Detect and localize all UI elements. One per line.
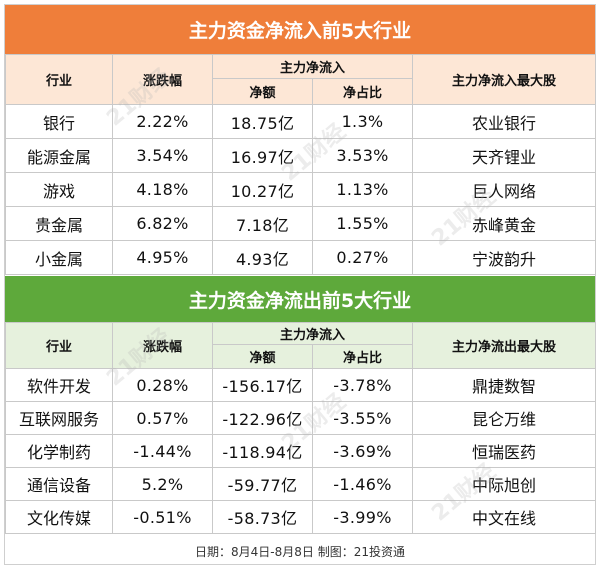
footer-caption: 日期：8月4日-8月8日 制图：21投资通 [5, 539, 595, 564]
table-row: 能源金属 3.54% 16.97亿 3.53% 天齐锂业 [5, 138, 597, 173]
table-row: 银行 2.22% 18.75亿 1.3% 农业银行 [5, 104, 597, 139]
cell-industry: 能源金属 [5, 138, 113, 173]
table-row: 贵金属 6.82% 7.18亿 1.55% 赤峰黄金 [5, 206, 597, 241]
table-row: 游戏 4.18% 10.27亿 1.13% 巨人网络 [5, 172, 597, 207]
cell-top-stock: 宁波韵升 [412, 240, 597, 275]
cell-industry: 游戏 [5, 172, 113, 207]
cell-change: 4.18% [112, 172, 213, 207]
cell-net-ratio: 3.53% [311, 138, 414, 173]
col-header-net-ratio: 净占比 [311, 344, 414, 369]
cell-industry: 银行 [5, 104, 113, 139]
cell-industry: 化学制药 [5, 434, 113, 468]
cell-change: 6.82% [112, 206, 213, 241]
cell-industry: 互联网服务 [5, 401, 113, 435]
cell-change: -0.51% [112, 500, 213, 534]
cell-industry: 贵金属 [5, 206, 113, 241]
cell-net-ratio: -3.69% [311, 434, 414, 468]
cell-net-ratio: -1.46% [311, 467, 414, 501]
table-row: 通信设备 5.2% -59.77亿 -1.46% 中际旭创 [5, 467, 597, 501]
cell-change: 3.54% [112, 138, 213, 173]
cell-top-stock: 赤峰黄金 [412, 206, 597, 241]
cell-net-ratio: -3.55% [311, 401, 414, 435]
cell-change: 0.28% [112, 368, 213, 402]
cell-top-stock: 中文在线 [412, 500, 597, 534]
cell-net-amount: -122.96亿 [212, 401, 313, 435]
cell-change: 0.57% [112, 401, 213, 435]
cell-net-amount: -58.73亿 [212, 500, 313, 534]
table-row: 小金属 4.95% 4.93亿 0.27% 宁波韵升 [5, 240, 597, 275]
cell-net-amount: 18.75亿 [212, 104, 313, 139]
col-header-main-flow: 主力净流入 [211, 322, 414, 345]
col-header-industry: 行业 [5, 322, 113, 369]
cell-net-amount: 10.27亿 [212, 172, 313, 207]
cell-industry: 小金属 [5, 240, 113, 275]
cell-top-stock: 鼎捷数智 [412, 368, 597, 402]
cell-top-stock: 巨人网络 [412, 172, 597, 207]
cell-net-amount: -59.77亿 [212, 467, 313, 501]
cell-change: 2.22% [112, 104, 213, 139]
cell-change: 5.2% [112, 467, 213, 501]
table-row: 软件开发 0.28% -156.17亿 -3.78% 鼎捷数智 [5, 368, 597, 402]
col-header-net-ratio: 净占比 [311, 78, 414, 105]
cell-net-ratio: -3.99% [311, 500, 414, 534]
table-row: 化学制药 -1.44% -118.94亿 -3.69% 恒瑞医药 [5, 434, 597, 468]
cell-change: 4.95% [112, 240, 213, 275]
cell-net-ratio: 0.27% [311, 240, 414, 275]
cell-top-stock: 天齐锂业 [412, 138, 597, 173]
cell-net-amount: 4.93亿 [212, 240, 313, 275]
col-header-main-flow: 主力净流入 [211, 54, 414, 79]
cell-net-amount: 16.97亿 [212, 138, 313, 173]
inflow-table: 行业 涨跌幅 主力净流入 主力净流入最大股 净额 净占比 银行 2.22% 18… [5, 54, 597, 275]
outflow-title: 主力资金净流出前5大行业 [5, 276, 595, 322]
cell-net-amount: 7.18亿 [212, 206, 313, 241]
cell-top-stock: 农业银行 [412, 104, 597, 139]
col-header-top-stock: 主力净流出最大股 [412, 322, 597, 369]
cell-top-stock: 中际旭创 [412, 467, 597, 501]
cell-net-amount: -118.94亿 [212, 434, 313, 468]
cell-net-ratio: -3.78% [311, 368, 414, 402]
cell-top-stock: 恒瑞医药 [412, 434, 597, 468]
data-card: 主力资金净流入前5大行业 行业 涨跌幅 主力净流入 主力净流入最大股 净额 净占… [4, 4, 597, 565]
col-header-change: 涨跌幅 [112, 322, 213, 369]
col-header-net-amount: 净额 [212, 78, 313, 105]
cell-industry: 通信设备 [5, 467, 113, 501]
cell-net-ratio: 1.13% [311, 172, 414, 207]
cell-industry: 文化传媒 [5, 500, 113, 534]
col-header-net-amount: 净额 [212, 344, 313, 369]
cell-net-ratio: 1.55% [311, 206, 414, 241]
inflow-title: 主力资金净流入前5大行业 [5, 5, 595, 54]
col-header-top-stock: 主力净流入最大股 [412, 54, 597, 105]
cell-net-ratio: 1.3% [311, 104, 414, 139]
outflow-table: 行业 涨跌幅 主力净流入 主力净流出最大股 净额 净占比 软件开发 0.28% … [5, 322, 597, 534]
col-header-change: 涨跌幅 [112, 54, 213, 105]
table-row: 互联网服务 0.57% -122.96亿 -3.55% 昆仑万维 [5, 401, 597, 435]
col-header-industry: 行业 [5, 54, 113, 105]
table-row: 文化传媒 -0.51% -58.73亿 -3.99% 中文在线 [5, 500, 597, 534]
cell-change: -1.44% [112, 434, 213, 468]
cell-top-stock: 昆仑万维 [412, 401, 597, 435]
cell-industry: 软件开发 [5, 368, 113, 402]
cell-net-amount: -156.17亿 [212, 368, 313, 402]
